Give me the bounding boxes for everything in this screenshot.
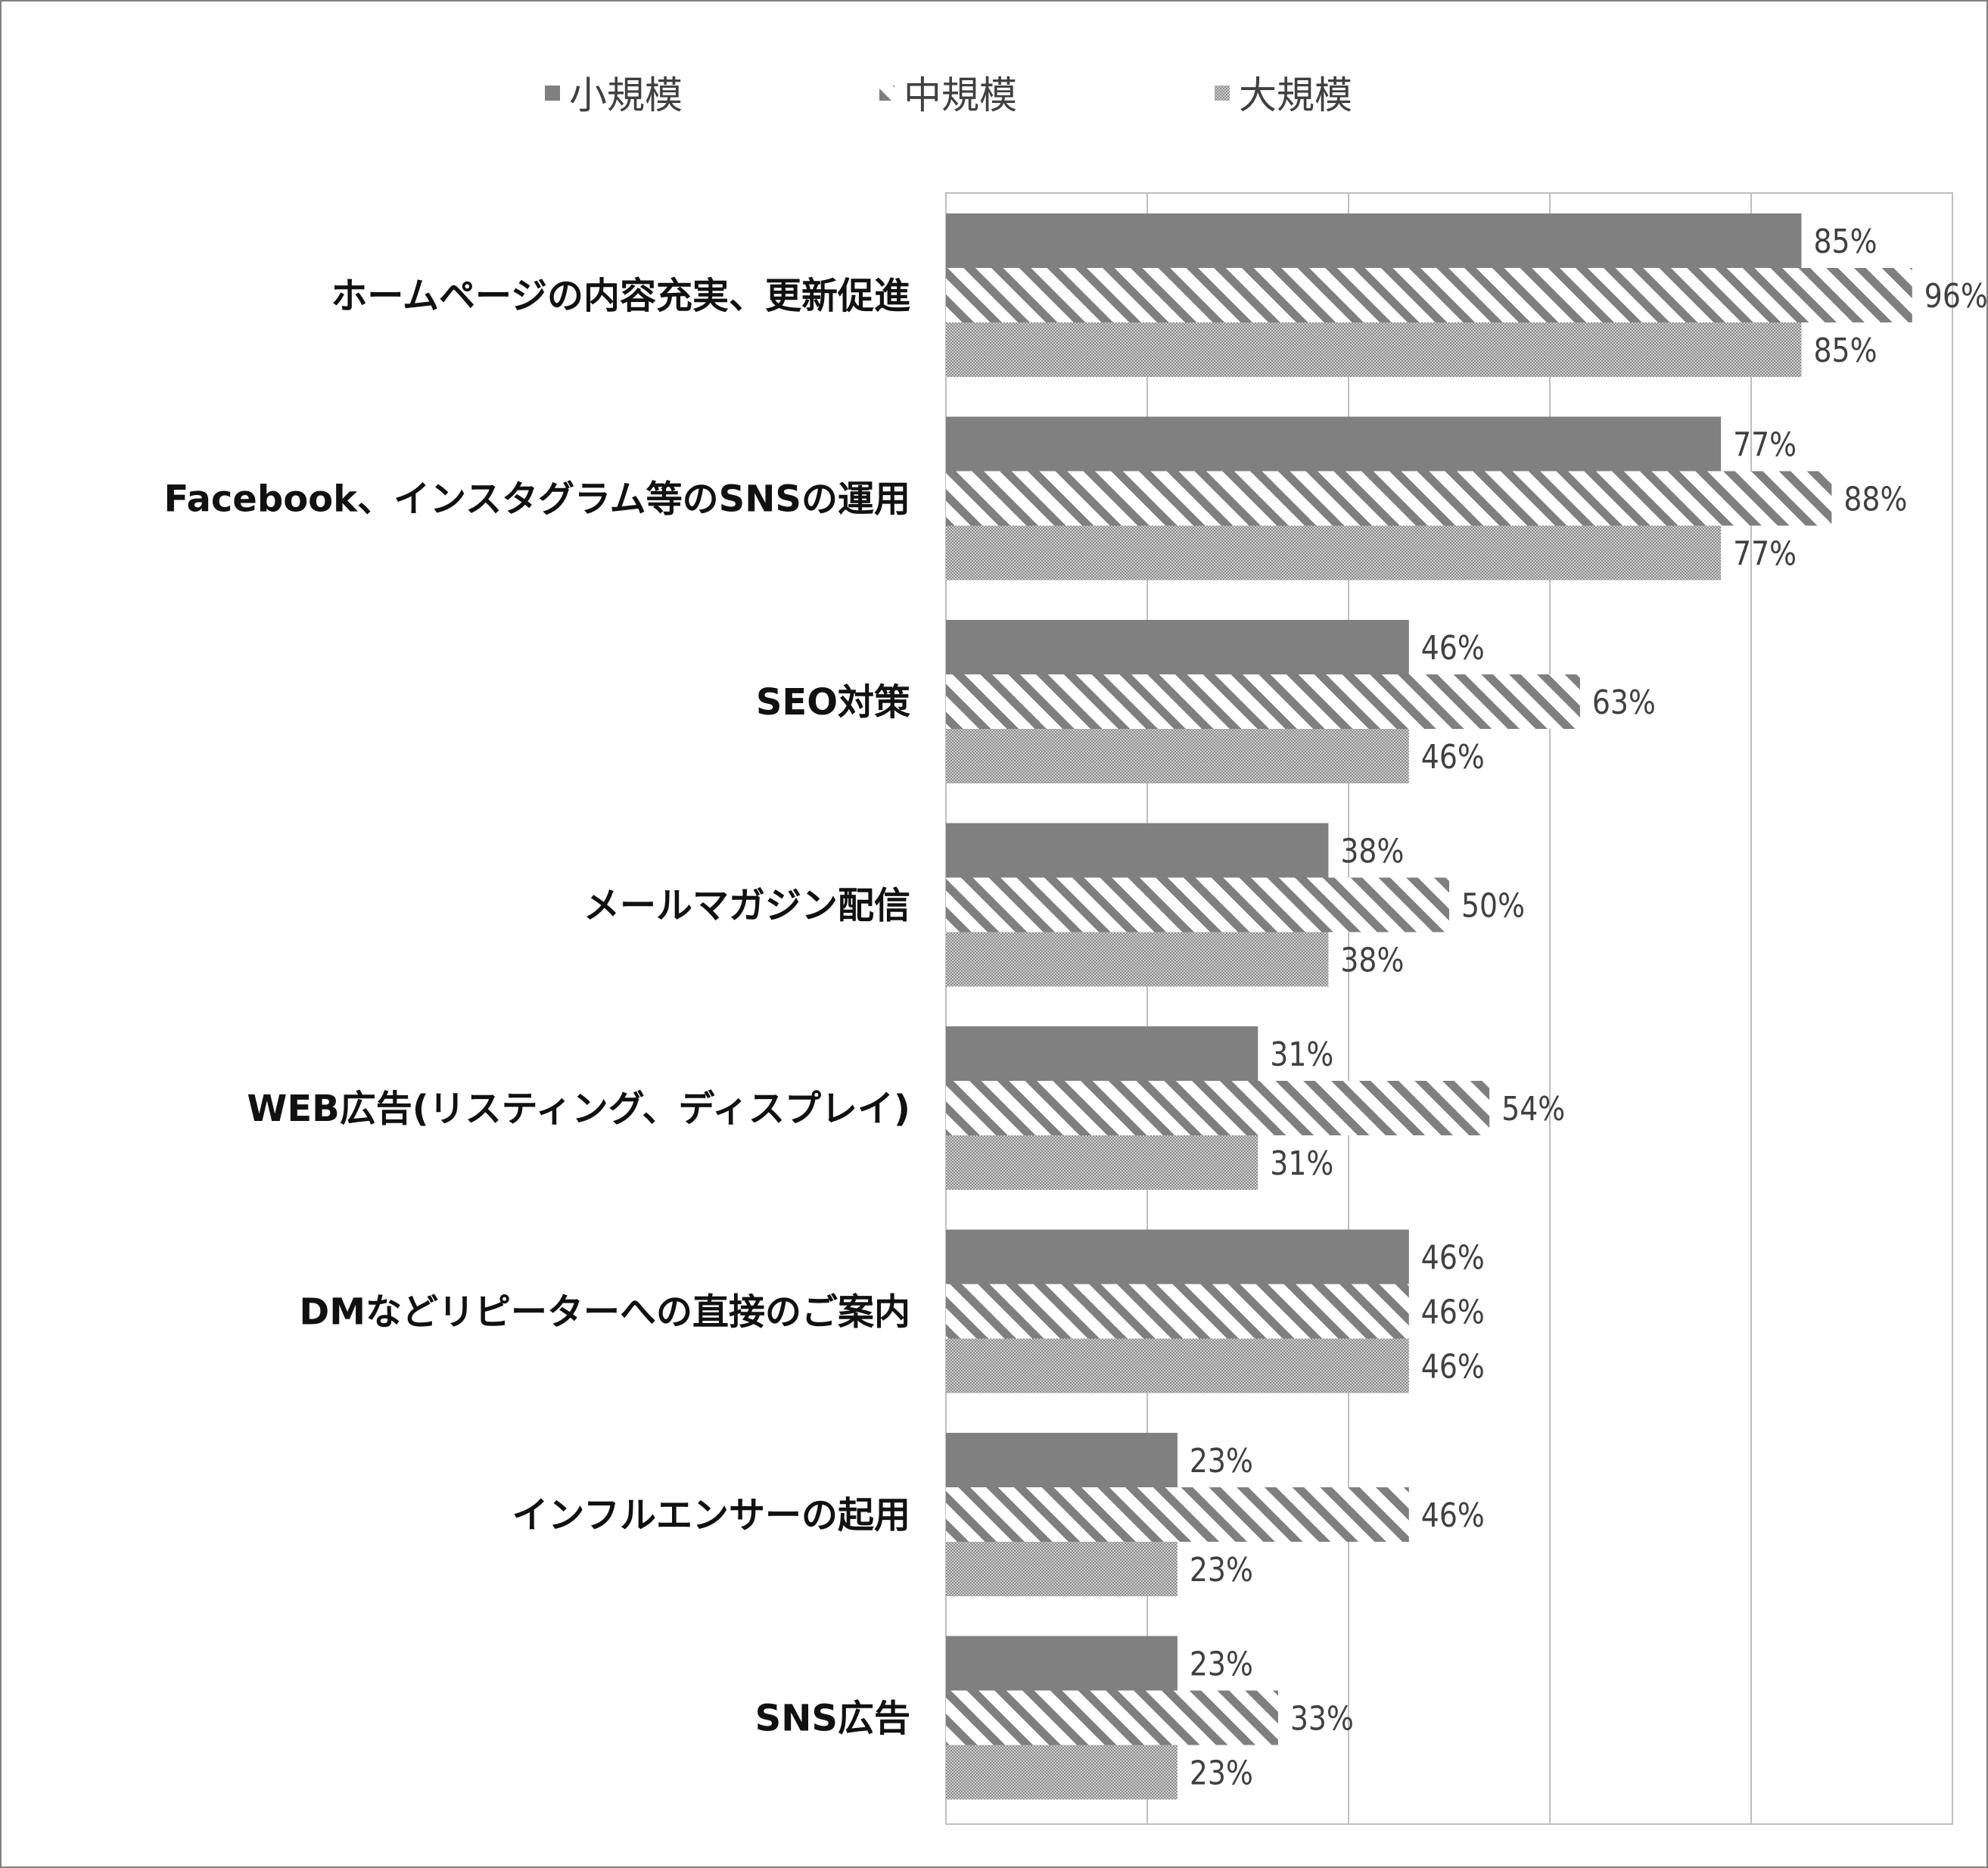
value-label: 23%: [1190, 1551, 1253, 1589]
bar-medium: [946, 674, 1580, 729]
value-label: 88%: [1843, 481, 1907, 519]
value-label: 63%: [1592, 683, 1656, 722]
value-label: 46%: [1421, 1348, 1485, 1387]
bar-small: [946, 620, 1409, 674]
category-label: DMなどリピーターへの直接のご案内: [299, 1291, 910, 1334]
value-label: 85%: [1814, 223, 1878, 261]
value-label: 50%: [1461, 887, 1525, 926]
bar-small: [946, 1026, 1258, 1081]
value-label: 85%: [1814, 332, 1878, 370]
legend-swatch-large: [1215, 86, 1230, 101]
bar-medium: [946, 1487, 1409, 1542]
category-label: SEO対策: [756, 681, 910, 724]
category-label: WEB広告(リスティング、ディスプレイ): [247, 1088, 910, 1130]
bar-medium: [946, 877, 1449, 932]
bar-medium: [946, 1690, 1278, 1745]
bar-large: [946, 1338, 1409, 1393]
value-label: 96%: [1924, 277, 1988, 316]
bar-large: [946, 1135, 1258, 1190]
legend-swatch-medium: [879, 86, 894, 101]
category-label: インフルエンサーの起用: [512, 1494, 910, 1536]
value-label: 46%: [1421, 629, 1485, 668]
value-label: 77%: [1733, 426, 1797, 465]
bar-large: [946, 932, 1329, 987]
value-label: 54%: [1501, 1090, 1565, 1129]
plot-area: 85% 96% 85% 77% 88% 77% 46% 63% 46% 38% 50% 38% 31% 5…: [163, 192, 1988, 1825]
bar-small: [946, 213, 1802, 268]
value-label: 46%: [1421, 738, 1485, 777]
value-label: 46%: [1421, 1239, 1485, 1278]
bar-small: [946, 416, 1722, 472]
bar-small: [946, 823, 1329, 878]
value-label: 38%: [1340, 833, 1404, 871]
category-label: ホームページの内容充実、更新促進: [331, 275, 910, 317]
bar-medium: [946, 1284, 1409, 1339]
legend-label-medium: 中規模: [904, 73, 1017, 117]
value-label: 33%: [1290, 1700, 1354, 1739]
legend-swatch-small: [545, 86, 560, 101]
category-labels: ホームページの内容充実、更新促進 Facebook、インスタグラム等のSNSの運用…: [163, 275, 910, 1740]
value-label: 46%: [1421, 1496, 1485, 1535]
category-label: Facebook、インスタグラム等のSNSの運用: [163, 478, 910, 521]
value-label: 46%: [1421, 1294, 1485, 1332]
bar-medium: [946, 1081, 1490, 1135]
value-label: 23%: [1190, 1754, 1253, 1793]
value-label: 23%: [1190, 1645, 1253, 1684]
value-label: 31%: [1270, 1144, 1333, 1183]
value-label: 77%: [1733, 535, 1797, 574]
value-label: 31%: [1270, 1035, 1333, 1074]
bar-large: [946, 729, 1409, 783]
legend: 小規模 中規模 大規模: [545, 73, 1352, 117]
legend-label-small: 小規模: [569, 73, 683, 117]
value-label: 23%: [1190, 1442, 1253, 1480]
legend-label-large: 大規模: [1239, 73, 1352, 117]
bar-small: [946, 1229, 1409, 1284]
bar-large: [946, 1542, 1178, 1596]
bar-large: [946, 322, 1802, 377]
bar-large: [946, 1745, 1178, 1800]
bar-large: [946, 525, 1722, 581]
bar-medium: [946, 268, 1912, 322]
bar-small: [946, 1433, 1178, 1487]
value-label: 38%: [1340, 942, 1404, 980]
bars: [946, 213, 1912, 1800]
category-label: SNS広告: [755, 1698, 910, 1740]
category-label: メールマガジン配信: [583, 885, 910, 927]
value-labels: 85% 96% 85% 77% 88% 77% 46% 63% 46% 38% 50% 38% 31% 5…: [1190, 223, 1988, 1793]
bar-medium: [946, 471, 1832, 526]
bar-small: [946, 1636, 1178, 1691]
